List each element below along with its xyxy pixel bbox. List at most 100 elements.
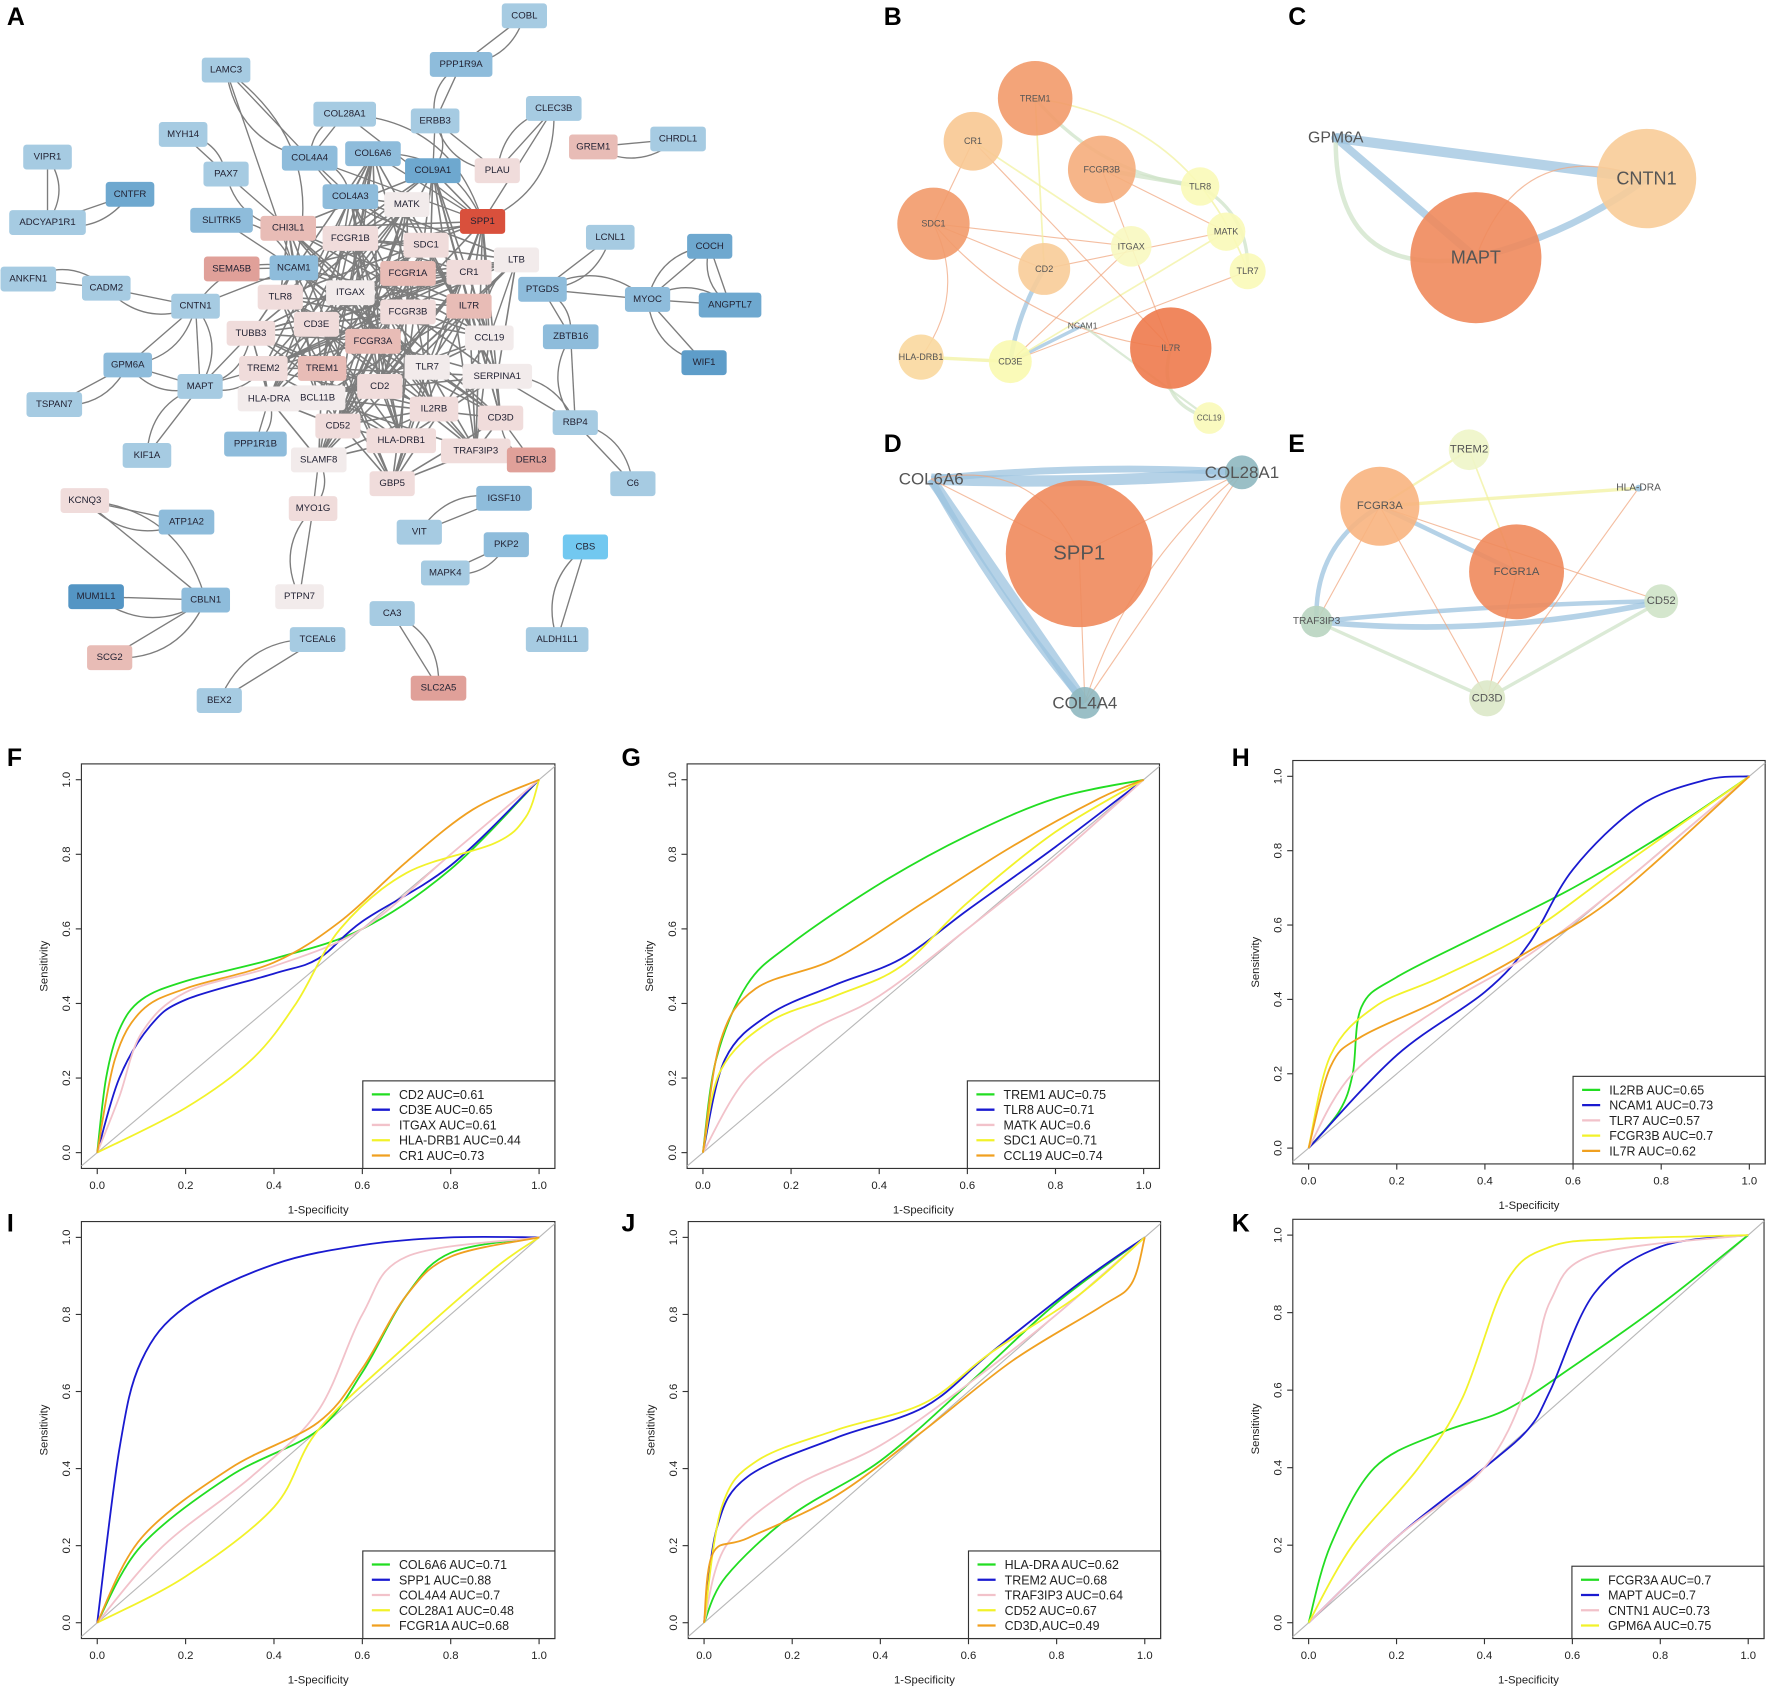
- x-axis-label: 1-Specificity: [288, 1675, 349, 1686]
- gene-node: SCG2: [87, 645, 133, 671]
- legend-label: TLR8 AUC=0.71: [1004, 1103, 1095, 1117]
- legend-label: CNTN1 AUC=0.73: [1608, 1604, 1710, 1618]
- network-edge: [1316, 598, 1662, 630]
- panel-label-b: B: [884, 3, 902, 31]
- gene-node-box: [410, 108, 460, 134]
- network-edge: [279, 296, 319, 399]
- legend-box: [966, 1080, 1161, 1170]
- gene-node-box: [289, 627, 346, 653]
- gene-node: PTGDS: [518, 276, 567, 302]
- roc-curve-itgax: [96, 779, 540, 1153]
- gene-node: ALDH1L1: [525, 627, 589, 653]
- gene-node-label: CLEC3B: [535, 103, 572, 114]
- gene-node-circle: [1206, 212, 1246, 251]
- gene-node: SDC1: [897, 187, 970, 260]
- network-edge: [930, 466, 1243, 487]
- gene-node-label: IGSF10: [488, 493, 521, 504]
- gene-node-label: COL9A1: [414, 165, 451, 176]
- legend-label: HLA-DRA AUC=0.62: [1005, 1558, 1119, 1572]
- gene-node: CD3D: [478, 405, 524, 431]
- network-edge: [337, 204, 408, 427]
- gene-node-label: CCL19: [474, 332, 504, 343]
- gene-node-label: ANGPTL7: [708, 300, 752, 311]
- gene-node-circle: [1644, 584, 1679, 619]
- x-tick-label: 0.8: [443, 1650, 459, 1662]
- gene-node: SPP1: [459, 209, 506, 234]
- gene-node-box: [122, 442, 172, 468]
- gene-node: COL4A4: [1052, 687, 1117, 719]
- gene-node-box: [322, 184, 379, 210]
- gene-node: SERPINA1: [462, 363, 533, 389]
- gene-node-box: [380, 299, 436, 325]
- gene-node: SDC1: [403, 232, 449, 258]
- gene-node-box: [315, 413, 361, 439]
- roc-curve-traf3ip3: [703, 1236, 1146, 1623]
- gene-node-box: [369, 601, 415, 627]
- gene-node-box: [226, 320, 276, 346]
- gene-node: COL4A4: [281, 145, 338, 171]
- gene-node-box: [478, 405, 524, 431]
- x-axis-label: 1-Specificity: [1499, 1200, 1560, 1212]
- gene-node-circle: [1193, 402, 1226, 434]
- gene-node-box: [313, 101, 377, 127]
- x-tick-label: 1.0: [1136, 1180, 1152, 1192]
- roc-curve-col6a6: [96, 1236, 540, 1624]
- x-tick-label: 0.4: [872, 1650, 888, 1662]
- gene-node: COL6A6: [899, 470, 964, 489]
- gene-node: SEMA5B: [203, 256, 260, 282]
- gene-node: ANKFN1: [0, 266, 57, 292]
- gene-node-label: FCGR1A: [1494, 566, 1540, 578]
- gene-node: BCL11B: [289, 385, 346, 411]
- gene-node-box: [68, 584, 124, 610]
- gene-node-label: SPP1: [1053, 543, 1105, 565]
- legend-box: [967, 1550, 1162, 1640]
- plot-frame: [1292, 759, 1766, 1165]
- gene-node: HLA-DRB1: [898, 334, 944, 380]
- y-tick-label: 0.8: [667, 846, 679, 862]
- y-tick-label: 0.8: [1273, 1305, 1285, 1321]
- y-tick-label: 0.2: [668, 1538, 680, 1554]
- gene-node-label: SEMA5B: [212, 263, 251, 274]
- legend-label: CR1 AUC=0.73: [399, 1149, 484, 1163]
- gene-node-label: FCGR1A: [389, 268, 429, 279]
- gene-node: COBL: [501, 3, 547, 29]
- gene-node: CADM2: [81, 275, 131, 301]
- gene-node-label: COL28A1: [324, 109, 366, 120]
- legend-label: FCGR3B AUC=0.7: [1609, 1129, 1713, 1143]
- panel-label-c: C: [1288, 3, 1306, 31]
- network-edge: [316, 397, 393, 485]
- legend-label: IL2RB AUC=0.65: [1609, 1083, 1704, 1097]
- gene-node: SPP1: [1005, 480, 1153, 628]
- x-axis-label: 1-Specificity: [894, 1675, 955, 1686]
- gene-node: WIF1: [681, 350, 727, 376]
- roc-panels: 0.0 0.0 0.2 0.2 0.4 0.4 0.6 0.6 0.8 0.8 1.0 1.0 1-Sp…: [39, 759, 1766, 1686]
- gene-node-label: FCGR3B: [389, 306, 428, 317]
- gene-node-box: [345, 141, 401, 167]
- x-tick-label: 0.4: [871, 1180, 887, 1192]
- gene-node: MYH14: [158, 122, 208, 147]
- network-edge: [1486, 487, 1640, 699]
- roc-curve-col4a4: [96, 1236, 540, 1624]
- network-edge: [225, 69, 311, 159]
- panel-label-j: J: [622, 1210, 636, 1238]
- gene-node-label: CR1: [964, 136, 982, 146]
- gene-node: CD3E: [293, 311, 340, 337]
- gene-node-label: CD52: [326, 421, 351, 432]
- roc-curve-matk: [702, 779, 1145, 1154]
- gene-node-box: [269, 255, 319, 281]
- gene-node-box: [357, 374, 403, 399]
- gene-node-box: [569, 134, 618, 160]
- gene-node: MATK: [1206, 212, 1246, 251]
- gene-node: CNTN1: [1596, 128, 1697, 229]
- gene-node-box: [290, 447, 347, 473]
- panel-b-network: TREM1 CR1 FCGR3B TLR8 SDC1 MATK ITGAX CD2 TLR7 IL…: [897, 61, 1266, 434]
- roc-curve-cd3d: [703, 1237, 1146, 1623]
- gene-node: NCAM1: [269, 255, 319, 281]
- gene-node-box: [493, 247, 540, 273]
- gene-node-label: CNTFR: [114, 189, 147, 200]
- panel-label-f: F: [7, 744, 22, 772]
- network-edge: [1315, 619, 1488, 700]
- gene-node-label: FCGR1B: [331, 233, 370, 244]
- gene-node-label: PPP1R9A: [440, 59, 484, 70]
- y-axis-label: Sensitivity: [645, 1404, 657, 1455]
